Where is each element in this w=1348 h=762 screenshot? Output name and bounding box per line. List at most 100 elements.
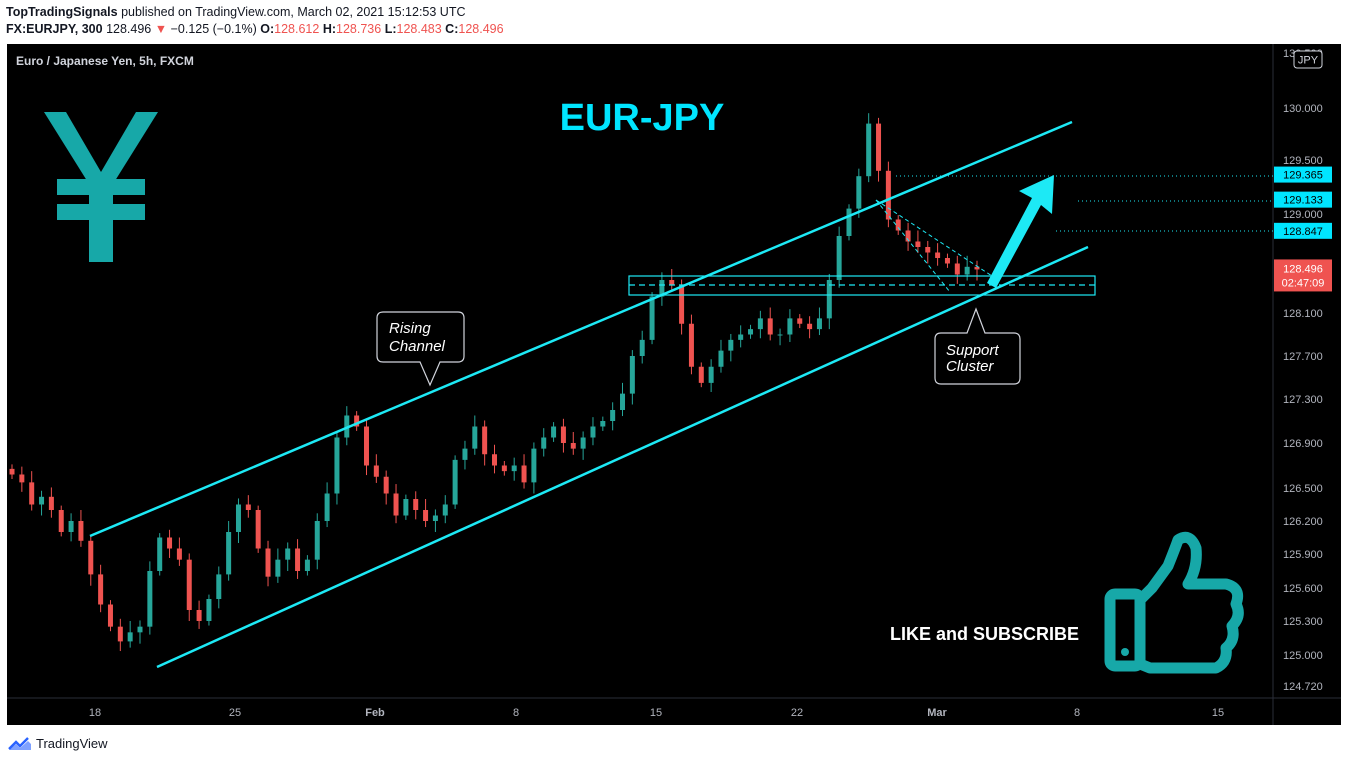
like-subscribe-text: LIKE and SUBSCRIBE bbox=[890, 624, 1079, 644]
candle-body bbox=[905, 230, 911, 242]
y-tick-label: 129.500 bbox=[1283, 155, 1323, 167]
candle-body bbox=[39, 496, 45, 505]
candle-body bbox=[876, 123, 882, 171]
channel-lower-line[interactable] bbox=[156, 245, 1089, 669]
low-label: L: bbox=[384, 22, 397, 36]
candle-body bbox=[639, 339, 645, 356]
candle-body bbox=[117, 626, 123, 642]
flag-lower-line bbox=[875, 199, 951, 293]
candle-body bbox=[846, 208, 852, 236]
candle-body bbox=[787, 318, 793, 335]
candlesticks bbox=[9, 113, 980, 652]
high-label: H: bbox=[322, 22, 337, 36]
y-tick-label: 126.900 bbox=[1283, 438, 1323, 450]
candle-body bbox=[551, 426, 557, 438]
candle-body bbox=[698, 366, 704, 383]
callout-channel-text: Channel bbox=[389, 338, 446, 355]
candle-body bbox=[688, 323, 694, 367]
rising-channel-callout[interactable]: Rising Channel bbox=[376, 311, 465, 387]
y-axis-ticks: 130.000 129.500 129.000 128.100 127.700 127.3… bbox=[1283, 103, 1323, 693]
candle-body bbox=[167, 537, 173, 549]
candle-body bbox=[501, 465, 507, 472]
published-text: published on TradingView.com, March 02, … bbox=[117, 5, 466, 19]
currency-badge[interactable] bbox=[1293, 50, 1323, 69]
candle-body bbox=[423, 510, 429, 521]
candle-body bbox=[708, 366, 714, 383]
y-tick-label: 125.300 bbox=[1283, 616, 1323, 628]
x-tick-label: 15 bbox=[650, 707, 662, 719]
footer-brand: TradingView bbox=[36, 736, 108, 751]
support-cluster-callout[interactable]: Support Cluster bbox=[934, 307, 1021, 385]
instrument-label: Euro / Japanese Yen, 5h, FXCM bbox=[16, 54, 194, 68]
tradingview-logo-icon bbox=[8, 736, 31, 750]
candle-body bbox=[304, 559, 310, 571]
candle-body bbox=[88, 540, 94, 575]
candle-body bbox=[462, 448, 468, 460]
candle-body bbox=[413, 499, 419, 510]
price-scale[interactable] bbox=[1273, 44, 1341, 698]
candle-body bbox=[206, 599, 212, 621]
candle-body bbox=[836, 236, 842, 280]
y-tick-label: 130.000 bbox=[1283, 103, 1323, 115]
candle-body bbox=[48, 496, 54, 510]
candle-body bbox=[127, 632, 133, 642]
candle-body bbox=[442, 504, 448, 516]
publish-info: TopTradingSignals published on TradingVi… bbox=[6, 5, 466, 19]
candle-body bbox=[757, 318, 763, 330]
publisher-name[interactable]: TopTradingSignals bbox=[6, 5, 118, 19]
candle-body bbox=[954, 263, 960, 275]
channel-upper-line[interactable] bbox=[89, 120, 1073, 538]
candle-body bbox=[472, 426, 478, 449]
candle-body bbox=[98, 574, 104, 605]
candle-body bbox=[29, 482, 35, 505]
candle-body bbox=[452, 459, 458, 505]
y-tick-label: 129.000 bbox=[1283, 209, 1323, 221]
time-scale[interactable] bbox=[7, 698, 1341, 725]
candle-body bbox=[777, 334, 783, 336]
candle-body bbox=[186, 559, 192, 610]
y-tick-label: 126.500 bbox=[1283, 483, 1323, 495]
candle-body bbox=[974, 266, 980, 270]
last-price: 128.496 bbox=[106, 22, 152, 36]
candle-body bbox=[334, 437, 340, 494]
candle-body bbox=[137, 626, 143, 633]
candle-body bbox=[738, 334, 744, 340]
tradingview-footer[interactable]: TradingView bbox=[8, 736, 108, 751]
candle-body bbox=[580, 437, 586, 449]
y-tick-label: 127.700 bbox=[1283, 351, 1323, 363]
candle-body bbox=[669, 280, 675, 286]
candle-body bbox=[570, 443, 576, 449]
x-tick-label: Feb bbox=[365, 707, 385, 719]
plot-area[interactable] bbox=[7, 44, 1273, 698]
candle-body bbox=[314, 521, 320, 560]
open-label: O: bbox=[260, 22, 275, 36]
candle-body bbox=[935, 252, 941, 258]
candle-body bbox=[492, 454, 497, 466]
candle-body bbox=[403, 499, 409, 516]
y-tick-label: 128.100 bbox=[1283, 308, 1323, 320]
x-tick-label: 8 bbox=[513, 707, 519, 719]
candle-body bbox=[255, 510, 261, 549]
candle-body bbox=[176, 548, 182, 560]
close-label: C: bbox=[445, 22, 459, 36]
price-tag-label: 129.133 bbox=[1283, 195, 1323, 207]
price-change: −0.125 (−0.1%) bbox=[170, 22, 257, 36]
candle-body bbox=[728, 339, 734, 351]
chart-title: EUR-JPY bbox=[560, 97, 725, 139]
candle-body bbox=[590, 426, 596, 438]
candle-body bbox=[107, 604, 113, 627]
price-tag-label: 129.365 bbox=[1283, 170, 1323, 182]
x-axis-ticks: 18 25 Feb 8 15 22 Mar 8 15 bbox=[89, 707, 1224, 719]
candle-body bbox=[265, 548, 271, 577]
candle-body bbox=[157, 537, 163, 571]
target-arrow-icon[interactable] bbox=[987, 175, 1054, 288]
callout-support-text: Support bbox=[946, 342, 999, 359]
ohlc-line: FX:EURJPY, 300 128.496 ▼ −0.125 (−0.1%) … bbox=[6, 22, 504, 36]
thumbs-cuff-dot bbox=[1121, 648, 1129, 656]
candle-body bbox=[541, 437, 547, 449]
yen-icon bbox=[44, 112, 158, 262]
candle-body bbox=[383, 476, 389, 494]
candle-body bbox=[620, 393, 626, 410]
down-arrow-icon: ▼ bbox=[154, 22, 168, 36]
